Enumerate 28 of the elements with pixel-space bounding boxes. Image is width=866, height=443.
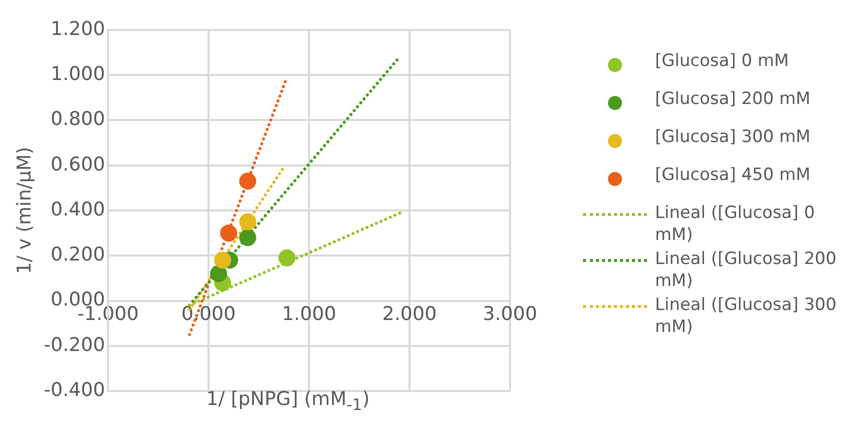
legend-label: Lineal ([Glucosa] 300 mM) (655, 294, 838, 338)
legend-label: [Glucosa] 0 mM (655, 50, 789, 72)
point (278, 249, 296, 266)
point (239, 213, 256, 230)
y-tick-label: -0.200 (44, 334, 106, 356)
y-axis-title: 1/ v (min/µM) (13, 146, 36, 274)
y-tick-label: -0.400 (44, 378, 106, 401)
legend-label: Lineal ([Glucosa] 0 mM) (655, 202, 816, 246)
x-axis-title: 1/ [pNPG] (mM$_{-1}$) (206, 388, 370, 414)
point (239, 172, 256, 190)
x-tick-label: 2.000 (382, 303, 437, 326)
x-tick-label: 3.000 (482, 303, 538, 326)
point (214, 252, 232, 269)
point (220, 224, 238, 242)
y-tick-label: 0.800 (50, 108, 106, 130)
y-tick-label: 0.200 (50, 244, 106, 266)
x-tick-label: 1.000 (282, 303, 336, 326)
legend-label: [Glucosa] 200 mM (655, 88, 810, 110)
point (210, 265, 228, 282)
x-tick-label: 0.000 (181, 303, 236, 326)
legend-label: [Glucosa] 450 mM (655, 164, 810, 186)
y-tick-label: 0.600 (50, 153, 106, 176)
y-tick-label: 1.000 (50, 63, 106, 86)
legend-label: [Glucosa] 300 mM (655, 126, 810, 148)
y-tick-label: 1.200 (50, 18, 106, 40)
legend-label: Lineal ([Glucosa] 200 mM) (655, 248, 838, 292)
point (239, 229, 256, 246)
y-tick-label: 0.400 (50, 198, 106, 220)
